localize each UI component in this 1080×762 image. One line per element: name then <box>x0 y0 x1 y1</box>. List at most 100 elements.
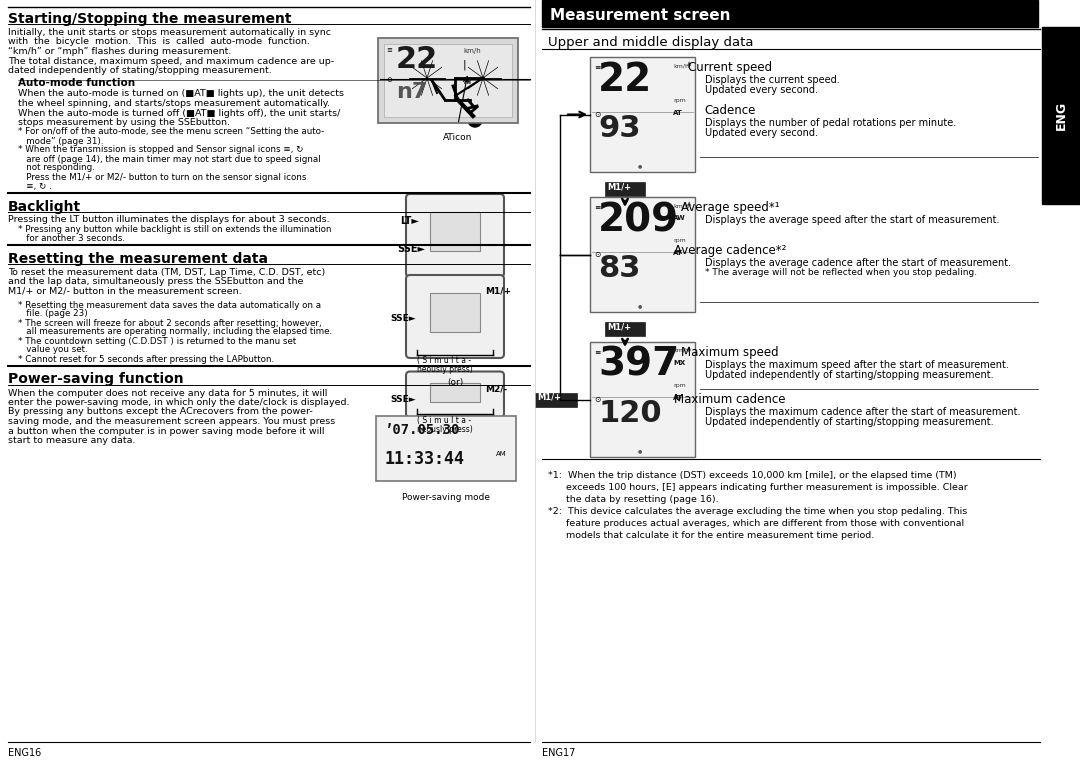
Text: To reset the measurement data (TM, DST, Lap Time, C.D. DST, etc): To reset the measurement data (TM, DST, … <box>8 268 325 277</box>
Text: n7: n7 <box>396 82 428 103</box>
Text: 22: 22 <box>598 61 652 99</box>
Text: Displays the maximum speed after the start of measurement.: Displays the maximum speed after the sta… <box>705 360 1009 370</box>
Text: ▲: ▲ <box>687 61 691 66</box>
Text: Displays the average speed after the start of measurement.: Displays the average speed after the sta… <box>705 215 999 225</box>
Text: dated independently of stating/stopping measurement.: dated independently of stating/stopping … <box>8 66 272 75</box>
Text: value you set.: value you set. <box>18 345 87 354</box>
Text: AT: AT <box>464 76 473 85</box>
Text: Measurement screen: Measurement screen <box>550 8 730 23</box>
Text: Power-saving mode: Power-saving mode <box>402 492 490 501</box>
Text: AT: AT <box>673 110 683 116</box>
FancyBboxPatch shape <box>406 275 504 358</box>
Bar <box>590 342 696 457</box>
Text: SSE►: SSE► <box>390 314 416 323</box>
Text: ≡: ≡ <box>386 47 392 53</box>
Text: km/h: km/h <box>463 47 481 53</box>
Text: ⊙: ⊙ <box>594 110 600 119</box>
Text: When the auto-mode is turned off (■AT■ lights off), the unit starts/: When the auto-mode is turned off (■AT■ l… <box>18 108 340 117</box>
Text: and the lap data, simultaneously press the SSEbutton and the: and the lap data, simultaneously press t… <box>8 277 303 287</box>
Text: ⊙: ⊙ <box>386 76 392 82</box>
Text: SSE►: SSE► <box>397 244 426 254</box>
Text: the wheel spinning, and starts/stops measurement automatically.: the wheel spinning, and starts/stops mea… <box>18 99 330 108</box>
Text: Displays the average cadence after the start of measurement.: Displays the average cadence after the s… <box>705 258 1011 268</box>
Text: * The average will not be reflected when you stop pedaling.: * The average will not be reflected when… <box>705 268 977 277</box>
Text: ≡: ≡ <box>594 203 600 212</box>
Text: Updated independently of starting/stopping measurement.: Updated independently of starting/stoppi… <box>705 370 994 380</box>
Text: mode” (page 31).: mode” (page 31). <box>18 136 104 146</box>
Text: km/h: km/h <box>673 63 689 68</box>
Text: for another 3 seconds.: for another 3 seconds. <box>18 234 125 243</box>
Bar <box>376 415 516 481</box>
Text: feature produces actual averages, which are different from those with convention: feature produces actual averages, which … <box>548 519 964 528</box>
Text: AM: AM <box>496 450 507 456</box>
Text: are off (page 14), the main timer may not start due to speed signal: are off (page 14), the main timer may no… <box>18 155 321 164</box>
Text: The total distance, maximum speed, and maximum cadence are up-: The total distance, maximum speed, and m… <box>8 56 334 66</box>
Text: M1/+: M1/+ <box>485 287 511 296</box>
Text: 120: 120 <box>598 399 662 428</box>
Text: (or): (or) <box>447 379 463 388</box>
Text: with  the  bicycle  motion.  This  is  called  auto-mode  function.: with the bicycle motion. This is called … <box>8 37 310 46</box>
Text: M1/+ or M2/- button in the measurement screen.: M1/+ or M2/- button in the measurement s… <box>8 287 242 296</box>
Bar <box>535 392 577 406</box>
Text: 22: 22 <box>396 46 438 75</box>
Text: Power-saving function: Power-saving function <box>8 373 184 386</box>
Text: ●: ● <box>638 448 643 453</box>
Circle shape <box>468 113 482 127</box>
Text: 397: 397 <box>598 346 679 384</box>
Text: * The screen will freeze for about 2 seconds after resetting; however,: * The screen will freeze for about 2 sec… <box>18 319 322 328</box>
Text: ( S i m u l t a -: ( S i m u l t a - <box>417 357 471 366</box>
Text: enter the power-saving mode, in which only the date/clock is displayed.: enter the power-saving mode, in which on… <box>8 398 350 407</box>
Text: Pressing the LT button illuminates the displays for about 3 seconds.: Pressing the LT button illuminates the d… <box>8 216 329 225</box>
Text: When the auto-mode is turned on (■AT■ lights up), the unit detects: When the auto-mode is turned on (■AT■ li… <box>18 89 345 98</box>
Bar <box>542 0 1038 27</box>
Bar <box>1042 27 1080 204</box>
Text: M2/-: M2/- <box>485 385 508 394</box>
Text: Maximum speed: Maximum speed <box>681 346 779 359</box>
Bar <box>430 383 480 402</box>
Text: ▲: ▲ <box>687 201 691 206</box>
Text: LT►: LT► <box>400 216 419 226</box>
Text: neously press): neously press) <box>417 366 473 374</box>
Text: AT: AT <box>673 395 683 402</box>
Text: Cadence: Cadence <box>704 104 756 117</box>
Text: Displays the number of pedal rotations per minute.: Displays the number of pedal rotations p… <box>705 118 956 128</box>
Text: 83: 83 <box>598 255 640 283</box>
Text: models that calculate it for the entire measurement time period.: models that calculate it for the entire … <box>548 531 874 540</box>
Text: Displays the maximum cadence after the start of measurement.: Displays the maximum cadence after the s… <box>705 407 1021 418</box>
Bar <box>430 293 480 332</box>
Text: |: | <box>463 59 467 70</box>
Text: km/h: km/h <box>673 348 689 353</box>
Text: Starting/Stopping the measurement: Starting/Stopping the measurement <box>8 12 292 26</box>
Text: ENG: ENG <box>1054 101 1067 130</box>
Text: * When the transmission is stopped and Sensor signal icons ≡, ↻: * When the transmission is stopped and S… <box>18 146 303 155</box>
Text: the data by resetting (page 16).: the data by resetting (page 16). <box>548 495 718 504</box>
Text: AW: AW <box>673 215 686 221</box>
Text: * Resetting the measurement data saves the data automatically on a: * Resetting the measurement data saves t… <box>18 300 321 309</box>
Text: ●: ● <box>638 303 643 308</box>
Text: exceeds 100 hours, [E] appears indicating further measurement is impossible. Cle: exceeds 100 hours, [E] appears indicatin… <box>548 483 968 492</box>
Text: not responding.: not responding. <box>18 164 95 172</box>
Text: By pressing any buttons except the ACrecovers from the power-: By pressing any buttons except the ACrec… <box>8 408 313 417</box>
Text: ( S i m u l t a -: ( S i m u l t a - <box>417 415 471 424</box>
Bar <box>384 43 512 117</box>
Text: ▲: ▲ <box>687 346 691 351</box>
Text: SSE►: SSE► <box>390 395 416 404</box>
Text: start to measure any data.: start to measure any data. <box>8 436 135 445</box>
Text: ●: ● <box>638 163 643 168</box>
Text: M1/+: M1/+ <box>607 322 631 331</box>
Text: When the computer does not receive any data for 5 minutes, it will: When the computer does not receive any d… <box>8 389 327 398</box>
FancyBboxPatch shape <box>406 372 504 418</box>
Bar <box>430 213 480 251</box>
Text: rpm: rpm <box>673 239 686 243</box>
Text: ENG16: ENG16 <box>8 748 41 758</box>
Text: 11:33:44: 11:33:44 <box>384 450 464 469</box>
Text: ATicon: ATicon <box>443 133 473 142</box>
Text: all measurements are operating normally, including the elapsed time.: all measurements are operating normally,… <box>18 328 333 337</box>
Bar <box>378 37 518 123</box>
FancyBboxPatch shape <box>406 194 504 277</box>
Text: km/h: km/h <box>673 203 689 208</box>
Text: neously press): neously press) <box>417 424 473 434</box>
Text: Resetting the measurement data: Resetting the measurement data <box>8 252 268 266</box>
Bar <box>590 197 696 312</box>
Text: *2:  This device calculates the average excluding the time when you stop pedalin: *2: This device calculates the average e… <box>548 507 968 516</box>
